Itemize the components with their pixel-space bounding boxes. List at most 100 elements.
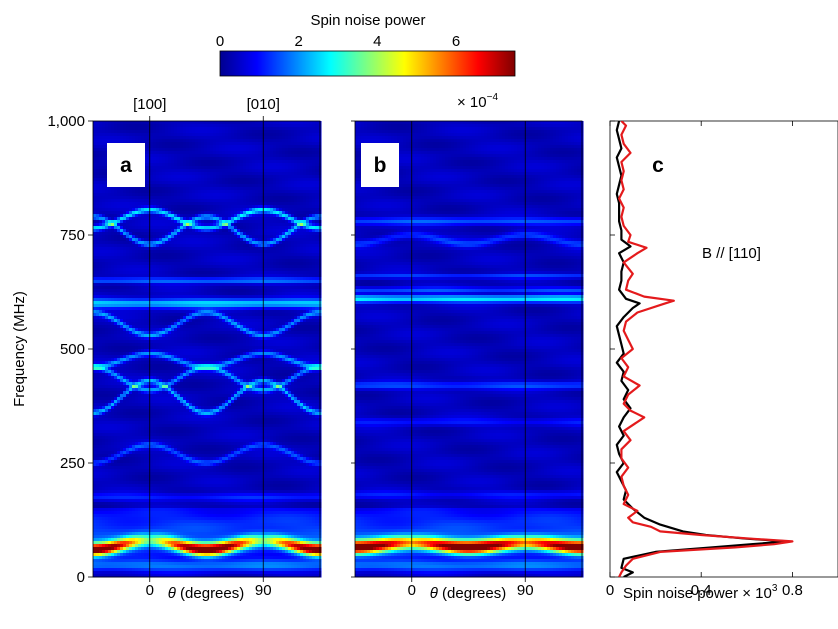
heatmap-cell (147, 352, 151, 356)
heatmap-cell (177, 433, 181, 437)
heatmap-cell (93, 385, 97, 389)
heatmap-cell (111, 127, 115, 131)
heatmap-cell (159, 160, 163, 164)
heatmap-cell (105, 430, 109, 434)
heatmap-cell (156, 382, 160, 386)
heatmap-cell (102, 361, 106, 365)
heatmap-cell (153, 196, 157, 200)
heatmap-cell (171, 370, 175, 374)
heatmap-cell (135, 412, 139, 416)
heatmap-cell (135, 196, 139, 200)
heatmap-cell (126, 229, 130, 233)
heatmap-cell (99, 286, 103, 290)
heatmap-cell (168, 403, 172, 407)
heatmap-cell (102, 331, 106, 335)
heatmap-cell (141, 511, 145, 515)
heatmap-cell (96, 406, 100, 410)
heatmap-cell (99, 199, 103, 203)
heatmap-cell (114, 316, 118, 320)
heatmap-cell (138, 568, 142, 572)
heatmap-cell (114, 127, 118, 131)
heatmap-cell (93, 544, 97, 548)
heatmap-cell (177, 301, 181, 305)
heatmap-cell (117, 301, 121, 305)
heatmap-cell (138, 250, 142, 254)
heatmap-cell (111, 460, 115, 464)
heatmap-cell (132, 322, 136, 326)
heatmap-cell (117, 232, 121, 236)
heatmap-cell (177, 235, 181, 239)
heatmap-cell (114, 451, 118, 455)
heatmap-cell (129, 388, 133, 392)
heatmap-cell (168, 457, 172, 461)
heatmap-cell (180, 409, 184, 413)
heatmap-cell (117, 382, 121, 386)
heatmap-cell (180, 121, 184, 125)
heatmap-cell (168, 214, 172, 218)
heatmap-cell (189, 439, 193, 443)
heatmap-cell (174, 229, 178, 233)
heatmap-cell (186, 175, 190, 179)
heatmap-cell (99, 532, 103, 536)
heatmap-cell (162, 517, 166, 521)
heatmap-cell (171, 154, 175, 158)
heatmap-cell (156, 436, 160, 440)
heatmap-cell (111, 373, 115, 377)
heatmap-cell (153, 370, 157, 374)
heatmap-cell (156, 199, 160, 203)
heatmap-cell (168, 421, 172, 425)
heatmap-cell (108, 223, 112, 227)
heatmap-cell (174, 247, 178, 251)
heatmap-cell (111, 208, 115, 212)
heatmap-cell (132, 481, 136, 485)
heatmap-cell (111, 463, 115, 467)
heatmap-cell (108, 520, 112, 524)
heatmap-cell (96, 547, 100, 551)
heatmap-cell (159, 556, 163, 560)
heatmap-cell (144, 529, 148, 533)
heatmap-cell (162, 133, 166, 137)
heatmap-cell (189, 367, 193, 371)
heatmap-cell (147, 295, 151, 299)
heatmap-cell (120, 286, 124, 290)
heatmap-cell (165, 442, 169, 446)
heatmap-cell (111, 421, 115, 425)
heatmap-cell (138, 532, 142, 536)
heatmap-cell (168, 538, 172, 542)
heatmap-cell (144, 385, 148, 389)
heatmap-cell (108, 187, 112, 191)
heatmap-cell (111, 523, 115, 527)
heatmap-cell (99, 547, 103, 551)
heatmap-cell (168, 307, 172, 311)
heatmap-cell (156, 151, 160, 155)
heatmap-cell (165, 391, 169, 395)
heatmap-cell (180, 442, 184, 446)
heatmap-cell (159, 190, 163, 194)
heatmap-cell (144, 211, 148, 215)
heatmap-cell (165, 181, 169, 185)
heatmap-cell (129, 187, 133, 191)
heatmap-cell (135, 367, 139, 371)
heatmap-cell (135, 271, 139, 275)
heatmap-cell (105, 391, 109, 395)
heatmap-cell (105, 478, 109, 482)
heatmap-cell (93, 289, 97, 293)
heatmap-cell (186, 565, 190, 569)
heatmap-cell (129, 265, 133, 269)
heatmap-cell (135, 130, 139, 134)
heatmap-cell (117, 220, 121, 224)
heatmap-cell (129, 391, 133, 395)
heatmap-cell (138, 535, 142, 539)
heatmap-cell (150, 268, 154, 272)
heatmap-cell (93, 196, 97, 200)
heatmap-cell (165, 361, 169, 365)
heatmap-cell (165, 280, 169, 284)
heatmap-cell (159, 376, 163, 380)
heatmap-cell (189, 262, 193, 266)
heatmap-cell (171, 298, 175, 302)
heatmap-cell (93, 121, 97, 125)
heatmap-cell (168, 436, 172, 440)
heatmap-cell (162, 511, 166, 515)
heatmap-cell (102, 247, 106, 251)
heatmap-cell (141, 553, 145, 557)
